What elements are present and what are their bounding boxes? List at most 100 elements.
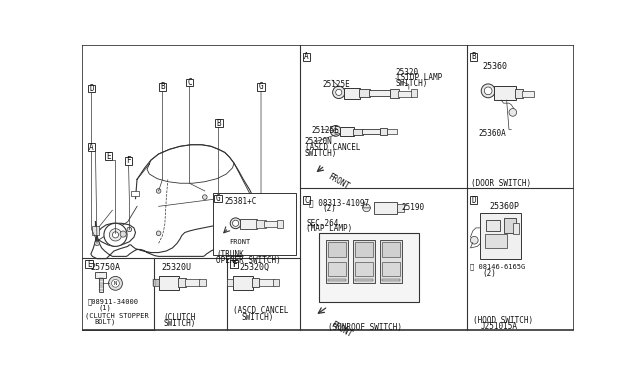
Text: (DOOR SWITCH): (DOOR SWITCH) [471, 179, 531, 187]
Text: SWITCH): SWITCH) [305, 150, 337, 158]
Bar [513, 223, 519, 234]
Text: 25320U: 25320U [162, 263, 192, 272]
Bar [382, 242, 401, 257]
Text: Ⓢ 08146-6165G: Ⓢ 08146-6165G [470, 263, 525, 270]
Bar [178, 278, 186, 287]
Text: (MAP LAMP): (MAP LAMP) [307, 224, 353, 233]
Text: G: G [259, 83, 263, 92]
Bar [390, 89, 399, 98]
Bar [522, 91, 534, 97]
Text: F: F [126, 156, 131, 166]
Text: SEC.264: SEC.264 [307, 219, 339, 228]
Bar [277, 220, 284, 228]
Bar [328, 242, 346, 257]
Text: G: G [216, 194, 220, 203]
Bar [105, 153, 113, 160]
Bar [486, 220, 500, 231]
Text: BOLT): BOLT) [94, 319, 115, 325]
Text: E: E [106, 152, 111, 161]
Circle shape [95, 241, 99, 246]
Bar [398, 91, 412, 97]
Text: SWITCH): SWITCH) [396, 78, 428, 87]
Text: (2): (2) [482, 269, 496, 279]
Bar [273, 279, 280, 286]
Bar [212, 193, 296, 255]
Bar [153, 279, 159, 286]
Circle shape [232, 220, 239, 226]
Circle shape [509, 109, 516, 116]
Text: 25320Q: 25320Q [239, 263, 269, 272]
Circle shape [109, 229, 122, 241]
Circle shape [470, 236, 478, 244]
Text: 25381+C: 25381+C [224, 197, 257, 206]
Text: 25360P: 25360P [490, 202, 520, 211]
Bar [355, 279, 373, 281]
Circle shape [333, 129, 338, 133]
Bar [230, 260, 238, 268]
Text: ⓝ08911-34000: ⓝ08911-34000 [88, 299, 139, 305]
Circle shape [120, 231, 126, 237]
Bar [504, 218, 516, 233]
Bar [215, 119, 223, 127]
Circle shape [336, 89, 342, 96]
Circle shape [156, 189, 161, 193]
Circle shape [261, 223, 266, 228]
Text: (STOP LAMP: (STOP LAMP [396, 73, 442, 82]
Text: SWITCH): SWITCH) [242, 312, 274, 322]
Circle shape [127, 227, 132, 232]
Circle shape [481, 84, 495, 98]
Text: (HOOD SWITCH): (HOOD SWITCH) [473, 316, 533, 325]
Bar [380, 128, 387, 135]
Bar [362, 129, 380, 134]
Circle shape [236, 230, 257, 250]
Bar [515, 89, 523, 98]
Text: (SUNROOF SWITCH): (SUNROOF SWITCH) [328, 323, 402, 332]
Bar [125, 157, 132, 165]
Text: (CLUTCH STOPPER: (CLUTCH STOPPER [84, 312, 148, 319]
Bar [340, 127, 354, 136]
Bar [303, 53, 310, 61]
Bar [374, 202, 397, 214]
Bar [387, 129, 397, 134]
Text: E: E [87, 260, 92, 269]
Text: A: A [90, 142, 94, 151]
Bar [159, 276, 179, 289]
Bar [159, 83, 166, 91]
Circle shape [363, 204, 371, 212]
Bar [382, 262, 401, 276]
Bar [355, 262, 373, 276]
Circle shape [333, 86, 345, 99]
Circle shape [330, 125, 341, 136]
Bar [92, 225, 99, 235]
Bar [411, 89, 417, 97]
Bar [252, 278, 259, 287]
Circle shape [230, 218, 241, 229]
Bar [369, 90, 390, 96]
Text: (CLUTCH: (CLUTCH [163, 312, 196, 322]
Bar [185, 279, 200, 286]
Text: B: B [160, 83, 164, 92]
Bar [355, 242, 373, 257]
Text: 25320N: 25320N [305, 137, 333, 146]
Text: C: C [304, 196, 308, 205]
Circle shape [111, 279, 119, 287]
Bar [264, 221, 278, 227]
Text: F: F [232, 260, 236, 269]
Bar [353, 240, 375, 283]
Bar [232, 276, 253, 289]
Bar [485, 234, 507, 248]
Text: (2): (2) [323, 204, 337, 213]
Text: 25360A: 25360A [479, 129, 507, 138]
Circle shape [156, 231, 161, 235]
Bar [240, 219, 257, 230]
Bar [319, 232, 419, 302]
Circle shape [113, 232, 118, 238]
Text: 25125E: 25125E [312, 126, 340, 135]
Circle shape [244, 238, 249, 243]
Bar [380, 240, 402, 283]
Bar [214, 195, 221, 202]
Text: (TRUNK: (TRUNK [216, 250, 244, 259]
Circle shape [484, 87, 492, 95]
Bar [494, 86, 516, 100]
Bar [470, 53, 477, 61]
